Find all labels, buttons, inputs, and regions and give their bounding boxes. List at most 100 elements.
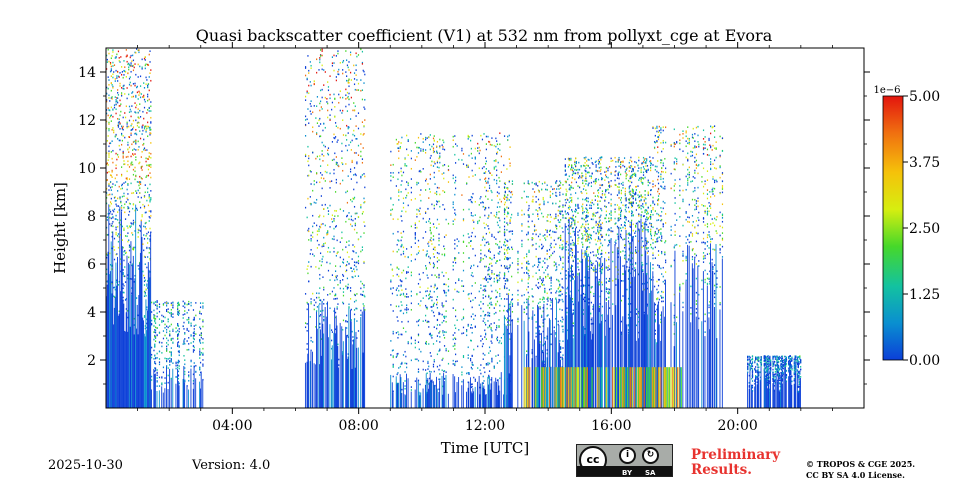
- profile-4-speck: [560, 348, 562, 350]
- profile-4-speck: [562, 347, 564, 349]
- profile-1-speck: [193, 349, 195, 352]
- profile-2-speck: [310, 202, 312, 205]
- profile-0-column: [133, 334, 135, 408]
- profile-3-speck: [487, 273, 489, 276]
- profile-0-speck: [109, 115, 112, 117]
- profile-3-speck: [479, 149, 481, 152]
- profile-5-speck: [568, 175, 570, 178]
- profile-4-speck: [544, 291, 546, 294]
- profile-1-speck: [188, 321, 190, 323]
- profile-4-speck: [559, 210, 561, 213]
- profile-5-speck: [585, 170, 587, 172]
- profile-5-speck: [616, 194, 619, 196]
- profile-5-speck: [584, 293, 586, 296]
- profile-1-column: [190, 368, 192, 408]
- profile-5-speck: [594, 161, 596, 164]
- profile-4-speck: [506, 258, 508, 260]
- profile-0-speck: [149, 217, 151, 219]
- profile-2-speck: [308, 122, 310, 125]
- profile-0-speck: [106, 226, 108, 229]
- profile-3-speck: [432, 262, 435, 264]
- profile-2-speck: [337, 303, 339, 305]
- profile-0-column: [109, 274, 111, 408]
- profile-1-speck: [175, 362, 177, 365]
- profile-0-speck: [111, 222, 113, 225]
- profile-3-speck: [489, 172, 491, 175]
- profile-3-speck: [436, 306, 439, 309]
- profile-3-column: [400, 377, 402, 408]
- profile-0-speck: [146, 232, 148, 235]
- profile-4-speck: [511, 305, 514, 307]
- profile-0-speck: [135, 149, 137, 151]
- profile-0-speck: [112, 61, 114, 64]
- profile-1-speck: [199, 348, 201, 350]
- profile-3-speck: [431, 306, 433, 308]
- profile-5-speck: [567, 249, 570, 251]
- profile-3-speck: [433, 204, 435, 207]
- profile-3-speck: [491, 233, 493, 236]
- profile-0-speck: [109, 252, 111, 255]
- profile-2-speck: [348, 98, 350, 101]
- profile-3-speck: [469, 359, 472, 362]
- profile-0-speck: [144, 184, 146, 186]
- profile-5-speck: [590, 318, 593, 321]
- profile-3-speck: [462, 153, 465, 155]
- profile-3-speck: [433, 256, 435, 258]
- profile-1-speck: [158, 363, 161, 366]
- profile-5-speck: [571, 223, 573, 226]
- profile-5-speck: [582, 212, 584, 215]
- profile-0-speck: [126, 125, 128, 128]
- profile-4-speck: [504, 209, 506, 211]
- profile-2-speck: [333, 54, 335, 57]
- profile-5-speck: [567, 224, 570, 227]
- profile-2-speck: [355, 212, 357, 215]
- profile-5-speck: [590, 175, 593, 178]
- profile-3-speck: [483, 172, 485, 175]
- profile-5-speck: [571, 165, 573, 167]
- profile-4-speck: [535, 182, 537, 185]
- profile-3-speck: [433, 171, 435, 174]
- profile-0-speck: [114, 218, 116, 220]
- profile-4-column: [521, 305, 523, 408]
- profile-4-speck: [503, 207, 506, 210]
- profile-2-speck: [357, 112, 360, 114]
- profile-3-speck: [493, 254, 495, 257]
- profile-3-speck: [487, 363, 489, 366]
- profile-2-speck: [347, 353, 349, 355]
- profile-1-speck: [164, 357, 166, 360]
- profile-1-speck: [154, 304, 157, 306]
- profile-3-speck: [473, 227, 475, 230]
- profile-0-speck: [141, 215, 143, 218]
- profile-2-speck: [319, 55, 322, 57]
- profile-3-speck: [506, 199, 508, 202]
- profile-0-speck: [126, 123, 128, 125]
- profile-3-speck: [428, 370, 431, 373]
- profile-4-speck: [535, 229, 537, 231]
- profile-3-speck: [445, 347, 447, 350]
- profile-0-speck: [124, 299, 127, 301]
- profile-3-speck: [499, 288, 501, 290]
- profile-2-speck: [307, 160, 309, 163]
- profile-5-speck: [595, 212, 597, 214]
- profile-2-column: [356, 347, 358, 408]
- profile-2-speck: [310, 203, 312, 206]
- profile-5-speck: [598, 221, 600, 224]
- profile-2-speck: [342, 258, 345, 261]
- profile-2-speck: [342, 119, 344, 122]
- profile-1-speck: [199, 350, 201, 353]
- profile-3-speck: [443, 275, 445, 277]
- profile-4-speck: [533, 191, 536, 193]
- profile-3-speck: [419, 169, 421, 172]
- profile-0-speck: [134, 170, 136, 173]
- profile-3-speck: [487, 217, 489, 220]
- profile-3-speck: [436, 145, 438, 148]
- profile-3-speck: [402, 252, 405, 255]
- profile-5-speck: [601, 268, 603, 271]
- profile-0-speck: [143, 205, 146, 208]
- profile-5-column: [568, 218, 570, 408]
- profile-5-speck: [595, 260, 597, 262]
- profile-4-speck: [521, 262, 523, 265]
- profile-2-speck: [335, 210, 337, 212]
- profile-3-speck: [488, 312, 491, 315]
- profile-4-speck: [550, 288, 552, 290]
